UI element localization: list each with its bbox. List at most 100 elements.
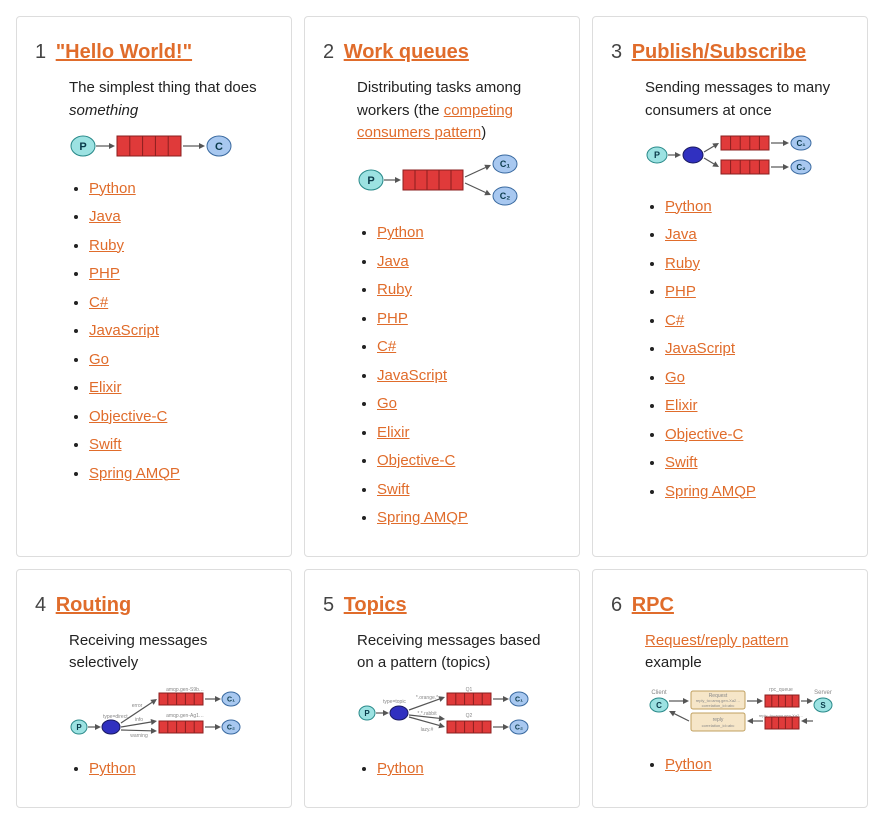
- language-link[interactable]: Python: [377, 760, 424, 777]
- list-item: Objective-C: [377, 450, 561, 473]
- svg-text:C: C: [215, 141, 223, 153]
- language-link[interactable]: Ruby: [665, 255, 700, 272]
- tutorial-description: Receiving messages selectively: [35, 630, 273, 675]
- diagram-hello-world: P C: [69, 130, 249, 162]
- language-link[interactable]: Java: [377, 253, 409, 270]
- diagram-work-queues: P C₁ C₂: [357, 153, 537, 207]
- list-item: Objective-C: [665, 424, 849, 447]
- language-link[interactable]: Python: [89, 760, 136, 777]
- tutorial-title-link[interactable]: Publish/Subscribe: [632, 41, 806, 63]
- language-link[interactable]: PHP: [665, 283, 696, 300]
- language-link[interactable]: Spring AMQP: [377, 509, 468, 526]
- tutorial-number: 2: [323, 41, 334, 63]
- language-link[interactable]: Objective-C: [665, 426, 743, 443]
- diagram-routing: P type=direct error info warning amqp.ge…: [69, 683, 259, 743]
- list-item: Java: [89, 206, 273, 229]
- language-link[interactable]: Go: [665, 369, 685, 386]
- diagram-pubsub: P C₁ C₂: [645, 130, 835, 180]
- list-item: JavaScript: [89, 320, 273, 343]
- list-item: Ruby: [89, 235, 273, 258]
- list-item: Go: [89, 349, 273, 372]
- svg-text:amqp.gen-S9b…: amqp.gen-S9b…: [166, 687, 204, 693]
- svg-text:S: S: [820, 700, 826, 709]
- svg-text:lazy.#: lazy.#: [421, 727, 434, 733]
- language-link[interactable]: Spring AMQP: [89, 465, 180, 482]
- tutorial-title-link[interactable]: Work queues: [344, 41, 469, 63]
- language-link[interactable]: Go: [89, 351, 109, 368]
- list-item: C#: [377, 336, 561, 359]
- svg-text:P: P: [654, 150, 660, 160]
- language-link[interactable]: Swift: [89, 436, 122, 453]
- list-item: Spring AMQP: [665, 481, 849, 504]
- list-item: Python: [377, 758, 561, 781]
- tutorial-description: Request/reply pattern example: [611, 630, 849, 675]
- language-link[interactable]: JavaScript: [89, 322, 159, 339]
- language-link[interactable]: Python: [377, 224, 424, 241]
- tutorial-title: 2 Work queues: [323, 37, 561, 67]
- language-list: Python Java Ruby PHP C# JavaScript Go Elixir Obj…: [611, 196, 849, 504]
- language-list: Python: [35, 758, 273, 781]
- language-link[interactable]: Ruby: [377, 281, 412, 298]
- svg-text:type=direct: type=direct: [103, 714, 128, 720]
- language-link[interactable]: Objective-C: [377, 452, 455, 469]
- language-link[interactable]: JavaScript: [665, 340, 735, 357]
- language-link[interactable]: Ruby: [89, 237, 124, 254]
- language-link[interactable]: Elixir: [377, 424, 410, 441]
- list-item: PHP: [89, 263, 273, 286]
- list-item: JavaScript: [377, 365, 561, 388]
- language-link[interactable]: Elixir: [665, 397, 698, 414]
- language-link[interactable]: PHP: [89, 265, 120, 282]
- list-item: Elixir: [665, 395, 849, 418]
- tutorial-diagram: P type=topic *.orange.* *.*.rabbit lazy.…: [357, 683, 561, 751]
- svg-text:C₁: C₁: [796, 139, 806, 148]
- tutorial-description: Receiving messages based on a pattern (t…: [323, 630, 561, 675]
- svg-text:C₁: C₁: [500, 159, 510, 169]
- language-link[interactable]: Spring AMQP: [665, 483, 756, 500]
- svg-text:C₂: C₂: [227, 724, 235, 731]
- tutorial-diagram: P C: [69, 130, 273, 170]
- language-link[interactable]: C#: [89, 294, 108, 311]
- language-link[interactable]: PHP: [377, 310, 408, 327]
- language-link[interactable]: Objective-C: [89, 408, 167, 425]
- list-item: PHP: [665, 281, 849, 304]
- tutorial-title-link[interactable]: "Hello World!": [56, 41, 192, 63]
- language-link[interactable]: Go: [377, 395, 397, 412]
- tutorial-title: 4 Routing: [35, 590, 273, 620]
- language-link[interactable]: Swift: [665, 454, 698, 471]
- svg-text:P: P: [79, 141, 86, 153]
- language-link[interactable]: C#: [665, 312, 684, 329]
- tutorial-diagram: Client C Request reply_to=amq.gen-Xa2… c…: [645, 683, 849, 747]
- list-item: Spring AMQP: [377, 507, 561, 530]
- svg-text:error: error: [132, 703, 143, 709]
- svg-text:warning: warning: [130, 733, 148, 739]
- svg-text:info: info: [135, 717, 143, 723]
- language-list: Python Java Ruby PHP C# JavaScript Go Elixir Obj…: [323, 222, 561, 530]
- list-item: Java: [377, 251, 561, 274]
- tutorial-title: 1 "Hello World!": [35, 37, 273, 67]
- list-item: Elixir: [89, 377, 273, 400]
- desc-link[interactable]: competing consumers pattern: [357, 102, 513, 142]
- language-link[interactable]: Python: [665, 198, 712, 215]
- svg-text:*.*.rabbit: *.*.rabbit: [417, 711, 437, 717]
- svg-text:C₂: C₂: [796, 163, 806, 172]
- diagram-topics: P type=topic *.orange.* *.*.rabbit lazy.…: [357, 683, 547, 743]
- desc-link[interactable]: Request/reply pattern: [645, 632, 788, 649]
- svg-text:correlation_id=abc: correlation_id=abc: [702, 723, 735, 728]
- language-link[interactable]: Java: [665, 226, 697, 243]
- tutorial-title-link[interactable]: RPC: [632, 594, 674, 616]
- language-link[interactable]: C#: [377, 338, 396, 355]
- language-link[interactable]: JavaScript: [377, 367, 447, 384]
- tutorial-diagram: P C₁ C₂: [645, 130, 849, 188]
- language-link[interactable]: Python: [89, 180, 136, 197]
- tutorial-title-link[interactable]: Routing: [56, 594, 132, 616]
- svg-text:C₂: C₂: [515, 724, 523, 731]
- language-link[interactable]: Python: [665, 756, 712, 773]
- language-link[interactable]: Java: [89, 208, 121, 225]
- svg-text:correlation_id=abc: correlation_id=abc: [702, 703, 735, 708]
- language-list: Python: [323, 758, 561, 781]
- svg-text:C₁: C₁: [515, 696, 523, 703]
- language-link[interactable]: Elixir: [89, 379, 122, 396]
- svg-text:Q1: Q1: [466, 687, 473, 693]
- tutorial-title-link[interactable]: Topics: [344, 594, 407, 616]
- language-link[interactable]: Swift: [377, 481, 410, 498]
